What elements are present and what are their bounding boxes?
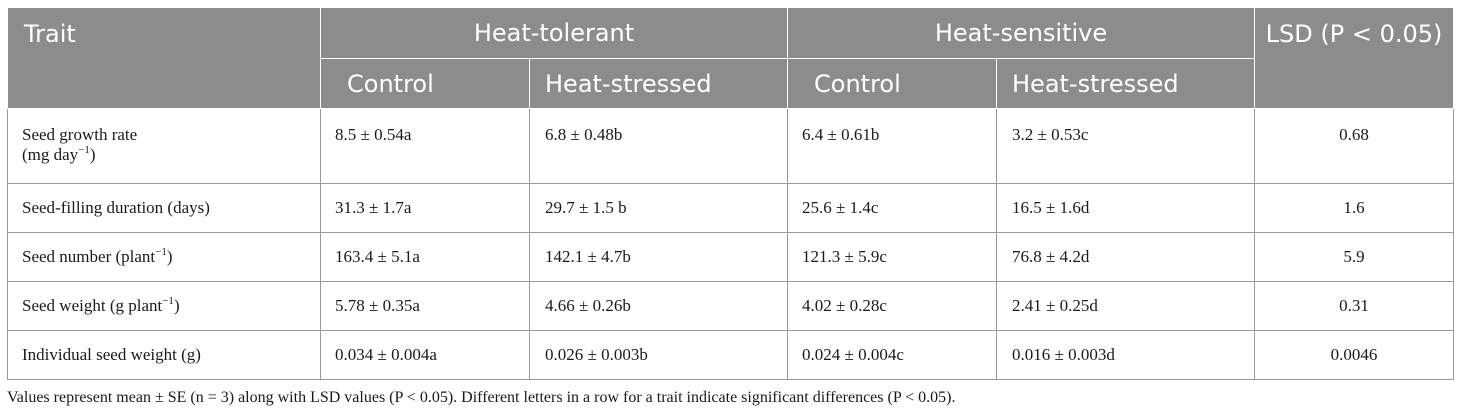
header-lsd: LSD (P < 0.05) (1254, 7, 1455, 109)
tolerant-control-value: 163.4 ± 5.1a (320, 232, 530, 282)
header-tolerant-control: Control (320, 58, 530, 109)
tolerant-stressed-value: 29.7 ± 1.5 b (529, 183, 788, 233)
header-trait: Trait (7, 7, 321, 109)
sensitive-stressed-value: 16.5 ± 1.6d (995, 183, 1256, 233)
header-tolerant-heat-stressed: Heat-stressed (529, 58, 788, 109)
tolerant-stressed-value: 0.026 ± 0.003b (529, 330, 788, 380)
lsd-value: 5.9 (1254, 232, 1455, 282)
trait-label-line1: Seed growth rate (22, 125, 138, 144)
tolerant-control-value: 5.78 ± 0.35a (320, 281, 530, 331)
header-row-treatments: Control Heat-stressed Control Heat-stres… (8, 58, 1454, 109)
sensitive-control-value: 6.4 ± 0.61b (787, 108, 997, 184)
table-row: Seed growth rate (mg day−1) 8.5 ± 0.54a … (7, 108, 1455, 184)
sensitive-control-value: 0.024 ± 0.004c (787, 330, 997, 380)
trait-label: Seed weight (g plant (22, 296, 163, 315)
trait-superscript: −1 (162, 295, 174, 307)
table-row: Individual seed weight (g) 0.034 ± 0.004… (7, 330, 1455, 380)
trait-label-line2: (mg day (22, 145, 79, 164)
header-sensitive-heat-stressed: Heat-stressed (995, 58, 1256, 109)
table-footnote: Values represent mean ± SE (n = 3) along… (7, 389, 956, 406)
trait-superscript: −1 (155, 246, 167, 258)
trait-cell: Individual seed weight (g) (7, 330, 321, 380)
header-heat-tolerant: Heat-tolerant (320, 7, 788, 59)
tolerant-stressed-value: 6.8 ± 0.48b (529, 108, 788, 184)
lsd-value: 0.0046 (1254, 330, 1455, 380)
sensitive-stressed-value: 76.8 ± 4.2d (995, 232, 1256, 282)
table-row: Seed-filling duration (days) 31.3 ± 1.7a… (7, 183, 1455, 233)
tolerant-control-value: 8.5 ± 0.54a (320, 108, 530, 184)
trait-cell: Seed number (plant−1) (7, 232, 321, 282)
trait-superscript: −1 (78, 144, 90, 156)
sensitive-stressed-value: 2.41 ± 0.25d (995, 281, 1256, 331)
table-row: Seed number (plant−1) 163.4 ± 5.1a 142.1… (7, 232, 1455, 282)
trait-label: Seed number (plant (22, 247, 156, 266)
seed-traits-table: Trait Heat-tolerant Heat-sensitive LSD (… (7, 7, 1455, 380)
sensitive-control-value: 121.3 ± 5.9c (787, 232, 997, 282)
sensitive-control-value: 25.6 ± 1.4c (787, 183, 997, 233)
tolerant-control-value: 31.3 ± 1.7a (320, 183, 530, 233)
header-row-groups: Trait Heat-tolerant Heat-sensitive LSD (… (7, 7, 1455, 109)
trait-label-end: ) (173, 296, 180, 315)
header-sensitive-control: Control (787, 58, 997, 109)
table-row: Seed weight (g plant−1) 5.78 ± 0.35a 4.6… (7, 281, 1455, 331)
trait-label-end: ) (89, 145, 96, 164)
lsd-value: 0.68 (1254, 108, 1455, 184)
header-heat-sensitive: Heat-sensitive (786, 7, 1256, 59)
trait-cell: Seed growth rate (mg day−1) (7, 108, 321, 184)
trait-cell: Seed-filling duration (days) (7, 183, 321, 233)
sensitive-stressed-value: 0.016 ± 0.003d (995, 330, 1256, 380)
sensitive-stressed-value: 3.2 ± 0.53c (995, 108, 1256, 184)
tolerant-stressed-value: 4.66 ± 0.26b (529, 281, 788, 331)
table-container: Trait Heat-tolerant Heat-sensitive LSD (… (7, 7, 1455, 407)
trait-cell: Seed weight (g plant−1) (7, 281, 321, 331)
sensitive-control-value: 4.02 ± 0.28c (787, 281, 997, 331)
tolerant-stressed-value: 142.1 ± 4.7b (529, 232, 788, 282)
lsd-value: 1.6 (1254, 183, 1455, 233)
tolerant-control-value: 0.034 ± 0.004a (320, 330, 530, 380)
lsd-value: 0.31 (1254, 281, 1455, 331)
trait-label-end: ) (166, 247, 173, 266)
